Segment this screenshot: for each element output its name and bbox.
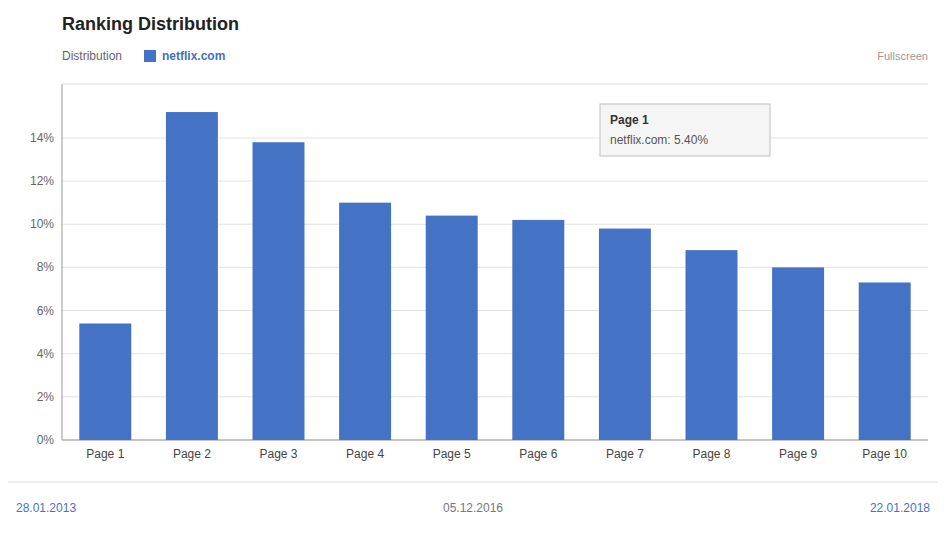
x-tick-label: Page 8 [692, 447, 730, 461]
y-axis-line [62, 84, 63, 440]
x-tick-label: Page 5 [433, 447, 471, 461]
title: Ranking Distribution [62, 14, 239, 34]
y-tick-label: 10% [30, 217, 54, 231]
y-tick-label: 6% [37, 304, 55, 318]
date-start: 28.01.2013 [16, 501, 76, 515]
bar [859, 282, 911, 440]
plot-top-line [62, 84, 928, 85]
bars [79, 112, 910, 440]
bar [686, 250, 738, 440]
legend-heading: Distribution [62, 49, 122, 63]
bar [79, 323, 131, 440]
bar [599, 229, 651, 440]
chart-root: Ranking Distribution 0% 2% 4% 6% 8% 10% 12% 14% P… [0, 0, 946, 540]
tooltip-text: netflix.com: 5.40% [610, 133, 708, 147]
x-tick-label: Page 2 [173, 447, 211, 461]
y-tick-label: 0% [37, 433, 55, 447]
date-end: 22.01.2018 [870, 501, 930, 515]
bar [339, 203, 391, 440]
bar [166, 112, 218, 440]
legend-swatch [144, 50, 156, 62]
bar [426, 216, 478, 440]
legend-label: netflix.com [162, 49, 225, 63]
tooltip: Page 1 netflix.com: 5.40% [600, 104, 770, 156]
date-current: 05.12.2016 [443, 501, 503, 515]
x-tick-label: Page 9 [779, 447, 817, 461]
bar [772, 267, 824, 440]
bar [253, 142, 305, 440]
x-tick-label: Page 3 [259, 447, 297, 461]
y-tick-label: 4% [37, 347, 55, 361]
x-tick-label: Page 10 [862, 447, 907, 461]
tooltip-box [600, 104, 770, 156]
background [0, 0, 946, 540]
y-tick-label: 12% [30, 174, 54, 188]
footer-separator [8, 482, 938, 483]
tooltip-title: Page 1 [610, 113, 649, 127]
y-tick-label: 8% [37, 260, 55, 274]
x-tick-label: Page 4 [346, 447, 384, 461]
x-tick-label: Page 6 [519, 447, 557, 461]
fullscreen-link[interactable]: Fullscreen [877, 50, 928, 62]
x-tick-label: Page 7 [606, 447, 644, 461]
x-tick-label: Page 1 [86, 447, 124, 461]
legend: Distribution netflix.com [62, 49, 225, 63]
y-tick-label: 2% [37, 390, 55, 404]
bar [512, 220, 564, 440]
y-tick-label: 14% [30, 131, 54, 145]
